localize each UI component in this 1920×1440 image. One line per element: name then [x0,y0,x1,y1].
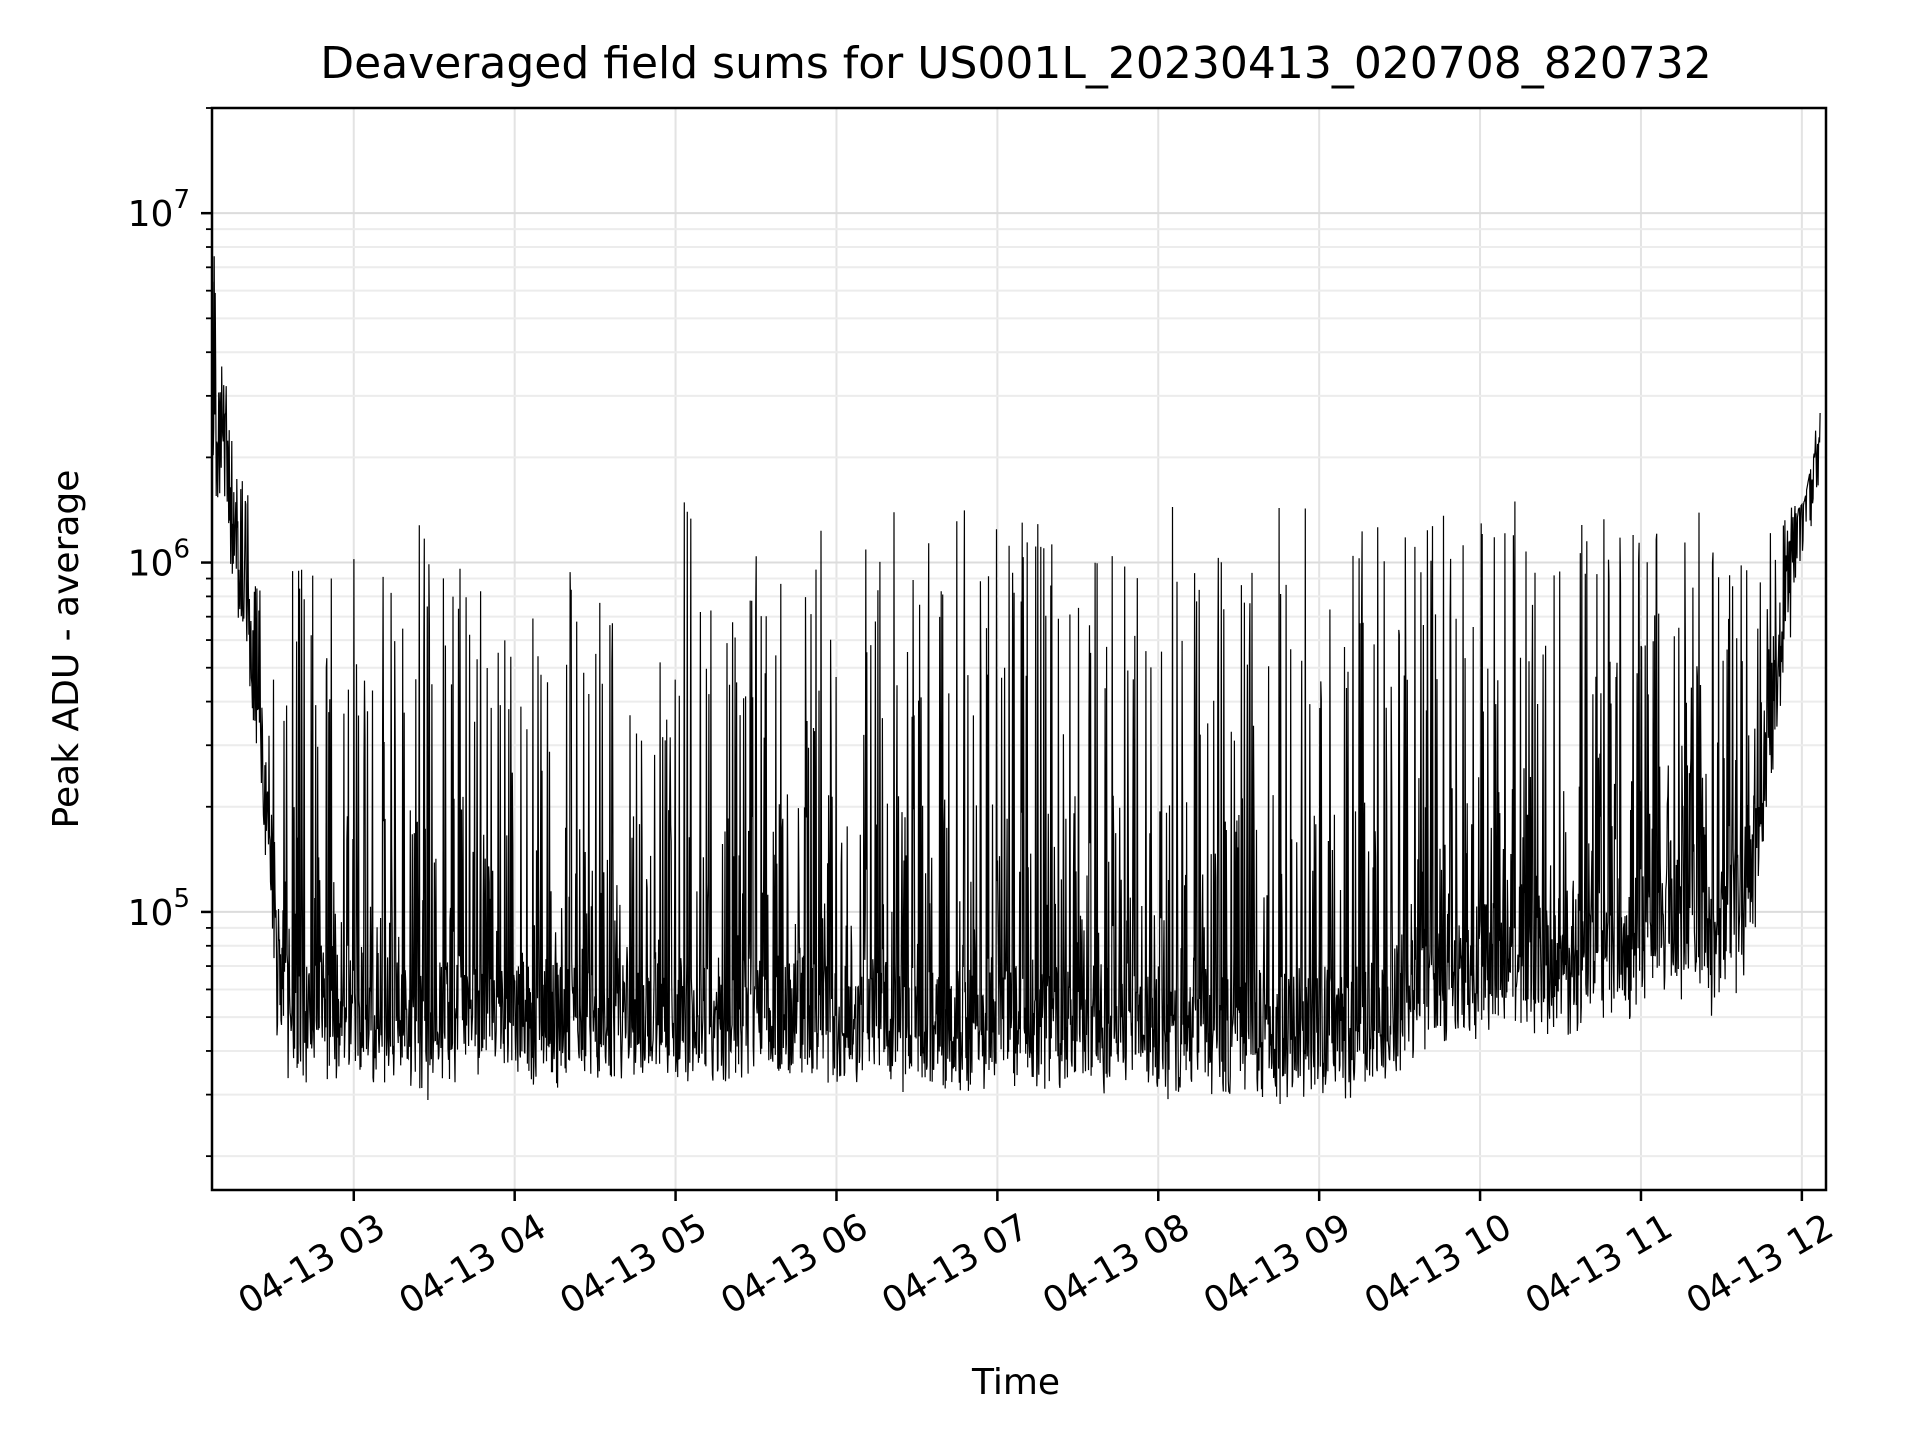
plot-frame [210,106,1828,1192]
y-tick-label: 105 [128,884,190,934]
x-axis-label: Time [971,1362,1060,1403]
y-tick-base: 10 [128,194,174,235]
grid-lines [212,107,1826,1190]
y-tick-label: 107 [128,185,190,235]
y-tick-label: 106 [128,535,190,585]
series-line [212,256,1821,1105]
y-tick-exponent: 7 [173,185,190,215]
y-tick-exponent: 6 [173,535,190,565]
y-tick-base: 10 [128,893,174,934]
series-layer [212,256,1821,1105]
y-axis-label: Peak ADU - average [46,470,87,829]
y-tick-base: 10 [128,544,174,585]
chart-title: Deaveraged field sums for US001L_2023041… [320,38,1712,89]
y-tick-exponent: 5 [173,884,190,914]
plot-area [212,256,1821,1105]
